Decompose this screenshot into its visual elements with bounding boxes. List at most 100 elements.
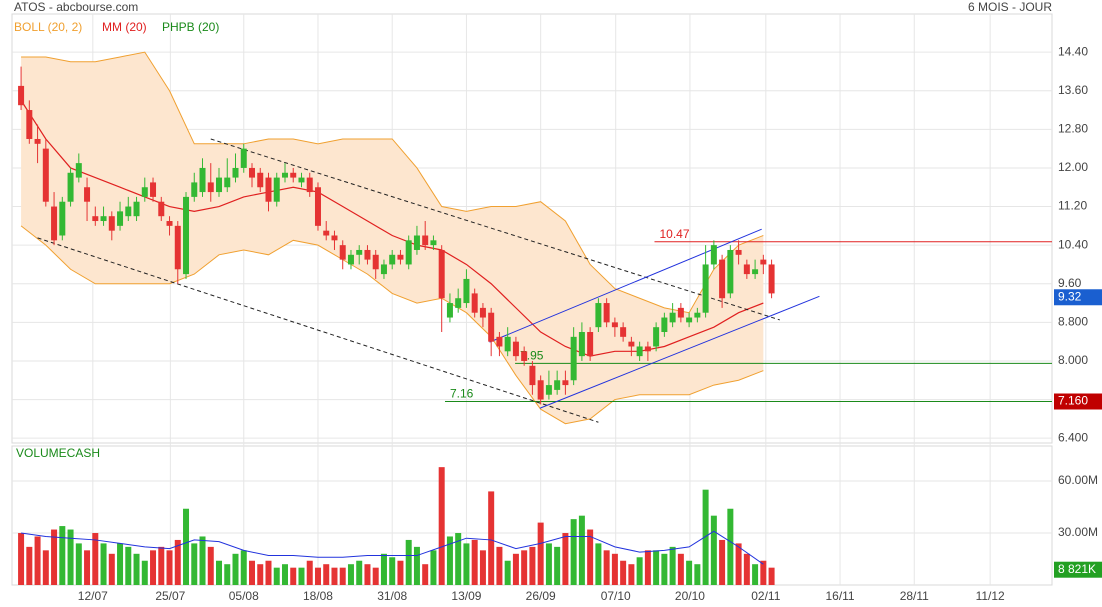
candle-body — [314, 187, 321, 226]
volume-bar — [710, 515, 717, 585]
candle-body — [595, 303, 602, 328]
volume-bar — [430, 550, 437, 585]
volume-bar — [479, 550, 486, 585]
value-box — [1054, 393, 1102, 410]
volume-bar — [611, 553, 618, 585]
x-tick-label: 12/07 — [78, 589, 108, 603]
candle-body — [356, 249, 363, 255]
candle-body — [661, 317, 668, 333]
volume-bar — [191, 543, 198, 585]
volume-bar — [537, 522, 544, 585]
volume-bar — [397, 560, 404, 585]
candle-body — [710, 245, 717, 265]
legend-boll: BOLL (20, 2) — [14, 20, 82, 34]
candle-body — [587, 332, 594, 357]
candle-body — [51, 206, 58, 241]
chart-title: ATOS - abcbourse.com — [14, 0, 138, 14]
candle-body — [59, 201, 66, 236]
candle-body — [562, 380, 569, 386]
volume-bar — [545, 543, 552, 585]
candle-body — [636, 346, 643, 357]
volume-bar — [34, 536, 41, 585]
candle-body — [158, 201, 165, 217]
x-tick-label: 18/08 — [303, 589, 333, 603]
volume-bar — [18, 533, 25, 585]
trendline — [539, 295, 820, 409]
volume-bar — [150, 550, 157, 585]
volume-bar — [727, 508, 734, 585]
candle-body — [405, 240, 412, 265]
x-tick-label: 20/10 — [675, 589, 705, 603]
candle-body — [298, 177, 305, 183]
volume-bar — [405, 539, 412, 585]
volume-bar — [752, 564, 759, 585]
candle-body — [521, 351, 528, 361]
volume-bar — [578, 515, 585, 585]
volume-bar — [42, 550, 49, 585]
candle-body — [545, 385, 552, 395]
x-tick-label: 11/12 — [976, 589, 1005, 603]
volume-bar — [133, 553, 140, 585]
candle-body — [727, 249, 734, 294]
candle-body — [265, 177, 272, 202]
volume-title: VOLUMECASH — [16, 446, 100, 460]
volume-bar — [51, 529, 58, 585]
volume-bar — [743, 553, 750, 585]
candle-body — [26, 110, 33, 139]
volume-bar — [620, 560, 627, 585]
volume-bar — [653, 550, 660, 585]
candle-body — [488, 312, 495, 342]
candle-body — [554, 380, 561, 390]
volume-bar — [529, 546, 536, 585]
volume-bar — [372, 567, 379, 585]
volume-bar — [463, 543, 470, 585]
volume-bar — [100, 543, 107, 585]
volume-bar — [141, 560, 148, 585]
candle-body — [702, 264, 709, 313]
candle-body — [380, 264, 387, 275]
candle-body — [183, 196, 190, 275]
volume-bar — [207, 546, 214, 585]
value-box — [1054, 561, 1102, 578]
candle-body — [760, 259, 767, 265]
candle-body — [496, 336, 503, 347]
candle-body — [397, 254, 404, 260]
candle-body — [422, 235, 429, 246]
y-tick-label: 30.00M — [1058, 525, 1098, 539]
x-tick-label: 02/11 — [751, 589, 780, 603]
volume-bar — [413, 546, 420, 585]
volume-bar — [26, 546, 33, 585]
trendline — [210, 138, 780, 321]
candle-body — [743, 264, 750, 275]
volume-bar — [669, 546, 676, 585]
candle-body — [75, 163, 82, 178]
x-tick-label: 13/09 — [451, 589, 481, 603]
y-tick-label: 8.800 — [1058, 315, 1088, 329]
volume-bar — [694, 564, 701, 585]
volume-bar — [389, 557, 396, 585]
x-tick-label: 05/08 — [229, 589, 259, 603]
candle-body — [84, 187, 91, 202]
volume-bar — [488, 491, 495, 585]
bollinger-upper — [21, 51, 764, 314]
candle-body — [125, 206, 132, 217]
candle-body — [133, 201, 140, 217]
y-tick-label: 9.60 — [1058, 276, 1082, 290]
volume-bar — [331, 567, 338, 585]
candle-body — [438, 249, 445, 299]
volume-bar — [232, 553, 239, 585]
volume-bar — [240, 550, 247, 585]
volume-bar — [290, 567, 297, 585]
volume-ma — [21, 530, 764, 565]
volume-bar — [314, 567, 321, 585]
volume-bar — [166, 550, 173, 585]
candle-body — [446, 303, 453, 318]
value-box-label: 7.160 — [1058, 394, 1088, 408]
volume-bar — [603, 550, 610, 585]
candle-body — [372, 254, 379, 270]
candle-body — [603, 303, 610, 323]
volume-bar — [587, 529, 594, 585]
y-tick-label: 12.80 — [1058, 122, 1088, 136]
volume-bar — [554, 546, 561, 585]
candle-body — [389, 254, 396, 265]
